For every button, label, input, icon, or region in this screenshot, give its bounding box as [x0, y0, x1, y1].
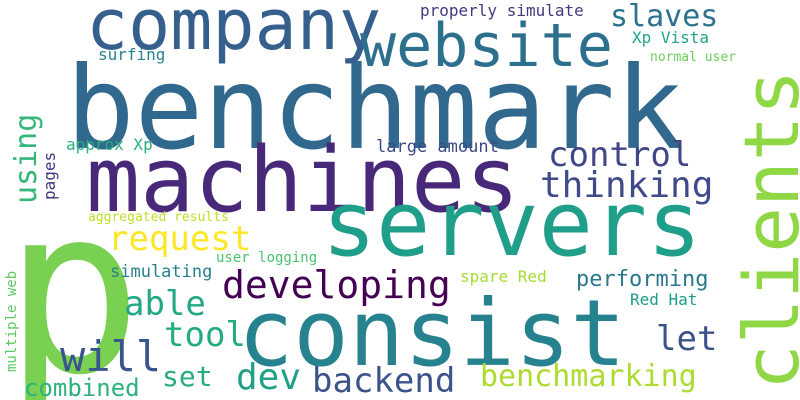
word-normal-user: normal user — [650, 50, 737, 65]
word-performing: performing — [576, 267, 709, 292]
word-set: set — [162, 360, 213, 393]
word-let: let — [656, 319, 718, 359]
word-large-amount: large amount — [376, 137, 499, 157]
word-servers: servers — [322, 172, 702, 277]
word-able: able — [124, 284, 206, 324]
word-using: using — [9, 113, 44, 204]
word-multiple-web: multiple web — [4, 270, 20, 372]
word-website: website — [360, 11, 613, 81]
word-red-hat: Red Hat — [630, 290, 698, 309]
word-control: control — [548, 135, 692, 175]
word-xp-vista: Xp Vista — [632, 28, 710, 47]
word-tool: tool — [164, 315, 246, 355]
word-pages: pages — [40, 151, 59, 200]
word-surfing: surfing — [98, 45, 166, 64]
word-approx-xp: approx Xp — [66, 135, 153, 154]
word-benchmarking: benchmarking — [480, 359, 697, 394]
word-aggregated-results: aggregated results — [88, 210, 229, 225]
word-combined: combined — [24, 374, 140, 400]
word-simulating: simulating — [110, 262, 213, 282]
word-machines: machines — [86, 128, 520, 233]
word-dev: dev — [236, 357, 302, 398]
word-developing: developing — [222, 263, 451, 307]
word-benchmark: benchmark — [66, 42, 684, 175]
word-thinking: thinking — [540, 165, 714, 206]
word-request: request — [108, 219, 252, 259]
word-will: will — [60, 332, 162, 381]
word-p: p — [4, 159, 143, 400]
word-slaves: slaves — [610, 0, 719, 34]
word-user-logging: user logging — [216, 250, 318, 266]
word-consist: consist — [238, 280, 626, 387]
word-company: company — [86, 0, 382, 66]
word-backend: backend — [312, 361, 456, 400]
word-spare-red: spare Red — [460, 267, 547, 286]
word-properly-simulate: properly simulate — [420, 1, 584, 20]
word-clients: clients — [727, 69, 800, 390]
